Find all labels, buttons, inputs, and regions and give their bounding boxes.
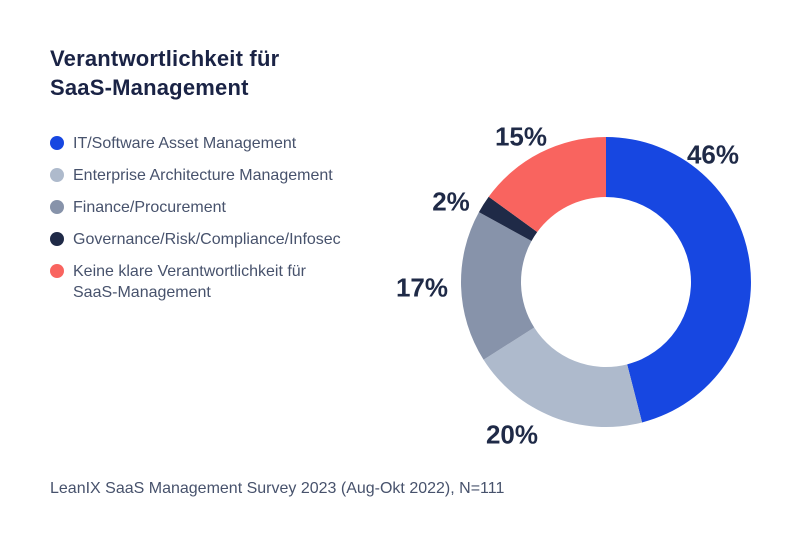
legend-label: Enterprise Architecture Management bbox=[73, 167, 333, 184]
legend-dot bbox=[50, 136, 64, 150]
slice-value-label: 20% bbox=[485, 419, 539, 450]
donut-slice-2 bbox=[461, 212, 535, 360]
slice-value-label: 2% bbox=[432, 186, 470, 217]
slice-value-label: 46% bbox=[686, 139, 740, 170]
legend-dot bbox=[50, 168, 64, 182]
source-note: LeanIX SaaS Management Survey 2023 (Aug-… bbox=[50, 480, 505, 497]
legend-item: Keine klare Verantwortlichkeit für SaaS-… bbox=[50, 261, 353, 303]
page-title: Verantwortlichkeit für SaaS-Management bbox=[50, 46, 280, 100]
legend-label: Keine klare Verantwortlichkeit für SaaS-… bbox=[73, 263, 306, 301]
legend-item: Enterprise Architecture Management bbox=[50, 165, 353, 186]
legend-item: Governance/Risk/Compliance/Infosec bbox=[50, 229, 353, 250]
legend-label: Finance/Procurement bbox=[73, 199, 226, 216]
slice-value-label: 15% bbox=[494, 121, 548, 152]
legend-dot bbox=[50, 200, 64, 214]
legend-dot bbox=[50, 232, 64, 246]
legend-item: Finance/Procurement bbox=[50, 197, 353, 218]
donut-slice-3 bbox=[478, 196, 538, 242]
donut-slice-4 bbox=[488, 137, 606, 233]
legend-label: Governance/Risk/Compliance/Infosec bbox=[73, 231, 341, 248]
legend-item: IT/Software Asset Management bbox=[50, 133, 353, 154]
legend-dot bbox=[50, 264, 64, 278]
legend: IT/Software Asset Management Enterprise … bbox=[50, 133, 353, 314]
legend-label: IT/Software Asset Management bbox=[73, 135, 297, 152]
donut-slice-0 bbox=[606, 137, 751, 423]
donut-slice-1 bbox=[483, 327, 643, 427]
slice-value-label: 17% bbox=[395, 272, 449, 303]
